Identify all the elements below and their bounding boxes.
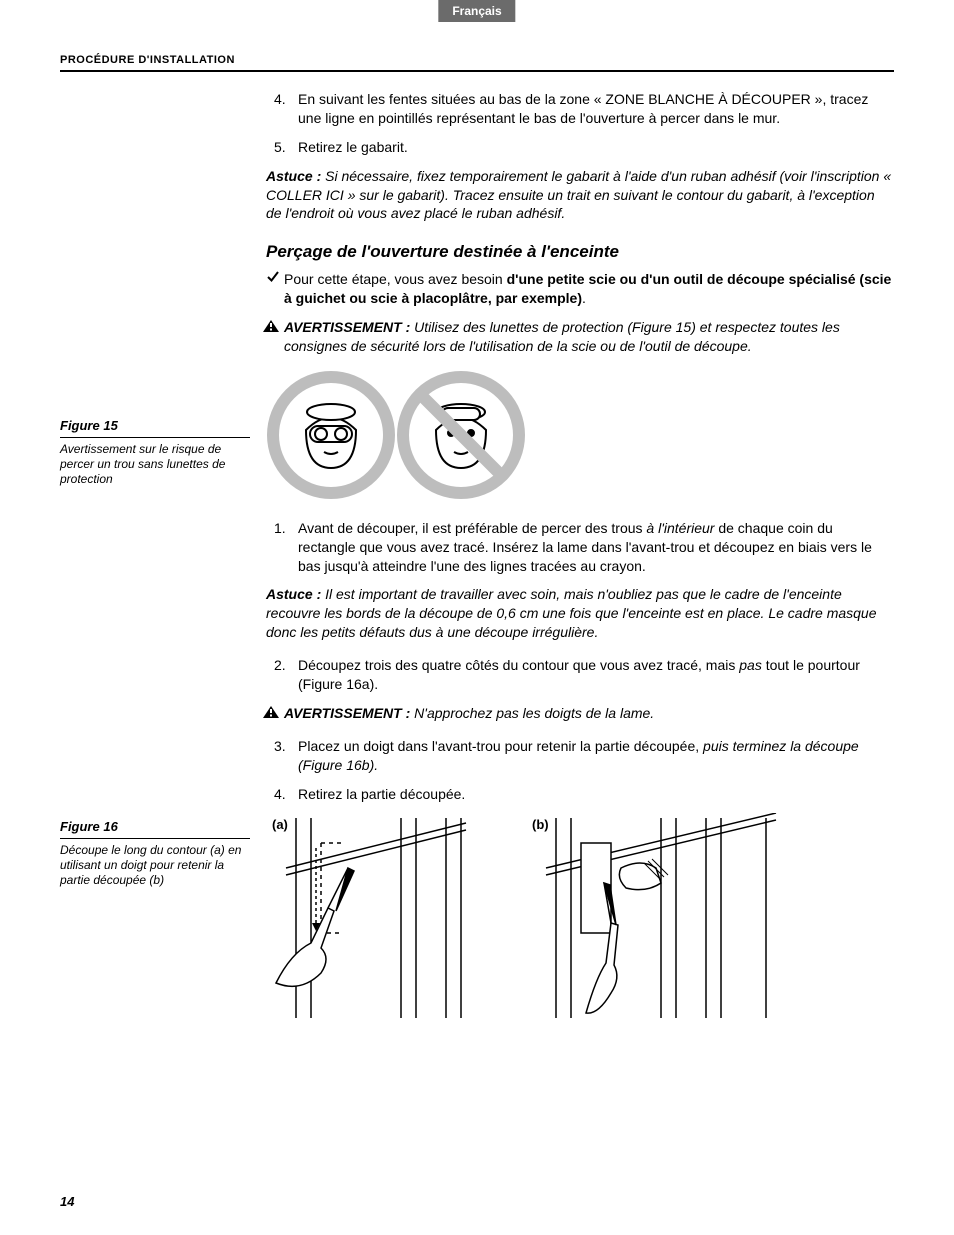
- fig16-label-b: (b): [532, 817, 549, 832]
- steps-list-top: 4. En suivant les fentes situées au bas …: [266, 90, 894, 157]
- page: Français Procédure d'installation Figure…: [0, 0, 954, 1235]
- step-5: 5. Retirez le gabarit.: [298, 138, 894, 157]
- figure-15-block: Figure 15 Avertissement sur le risque de…: [60, 418, 250, 487]
- figure-15-image: [266, 370, 894, 505]
- step-4-text: En suivant les fentes situées au bas de …: [298, 91, 868, 126]
- section-header-text: Procédure d'installation: [60, 54, 235, 66]
- checklist-post: .: [582, 290, 586, 306]
- figure-16-title: Figure 16: [60, 819, 250, 834]
- step-p3-number: 3.: [274, 737, 286, 756]
- step-p2-number: 2.: [274, 656, 286, 675]
- step-4: 4. En suivant les fentes situées au bas …: [298, 90, 894, 128]
- figure-16-image: (a): [266, 813, 894, 1028]
- warning-2-label: AVERTISSEMENT :: [284, 705, 410, 721]
- warning-1-label: AVERTISSEMENT :: [284, 319, 410, 335]
- checklist-pre: Pour cette étape, vous avez besoin: [284, 271, 507, 287]
- step-5-text: Retirez le gabarit.: [298, 139, 408, 155]
- step-p1-number: 1.: [274, 519, 286, 538]
- content-grid: Figure 15 Avertissement sur le risque de…: [60, 90, 894, 1028]
- warning-icon: [262, 705, 280, 719]
- step-5-number: 5.: [274, 138, 286, 157]
- check-icon: [266, 270, 280, 289]
- step-p3: 3. Placez un doigt dans l'avant-trou pou…: [298, 737, 894, 775]
- warning-2-body: N'approchez pas les doigts de la lame.: [410, 705, 654, 721]
- tip-1: Astuce : Si nécessaire, fixez temporaire…: [266, 167, 894, 224]
- steps-list-bottom: 3. Placez un doigt dans l'avant-trou pou…: [266, 737, 894, 804]
- step-p4-number: 4.: [274, 785, 286, 804]
- step-p2: 2. Découpez trois des quatre côtés du co…: [298, 656, 894, 694]
- figure-16-caption: Découpe le long du contour (a) en utilis…: [60, 838, 250, 888]
- step-p2-pre: Découpez trois des quatre côtés du conto…: [298, 657, 739, 673]
- step-p2-italic: pas: [739, 657, 762, 673]
- warning-1: AVERTISSEMENT : Utilisez des lunettes de…: [266, 318, 894, 356]
- figure-16-block: Figure 16 Découpe le long du contour (a)…: [60, 819, 250, 888]
- right-column: 4. En suivant les fentes situées au bas …: [266, 90, 894, 1028]
- warning-2: AVERTISSEMENT : N'approchez pas les doig…: [266, 704, 894, 723]
- spacer: [60, 487, 250, 819]
- checklist-row: Pour cette étape, vous avez besoin d'une…: [266, 270, 894, 308]
- step-p4: 4. Retirez la partie découpée.: [298, 785, 894, 804]
- fig16-label-a: (a): [272, 817, 288, 832]
- figure-15-title: Figure 15: [60, 418, 250, 433]
- step-p1-italic: à l'intérieur: [646, 520, 714, 536]
- step-p1: 1. Avant de découper, il est préférable …: [298, 519, 894, 576]
- warning-icon: [262, 319, 280, 333]
- tip-2-label: Astuce :: [266, 586, 321, 602]
- steps-list-mid: 1. Avant de découper, il est préférable …: [266, 519, 894, 576]
- step-p3-pre: Placez un doigt dans l'avant-trou pour r…: [298, 738, 703, 754]
- tip-1-body: Si nécessaire, fixez temporairement le g…: [266, 168, 891, 222]
- tip-2: Astuce : Il est important de travailler …: [266, 585, 894, 642]
- left-column: Figure 15 Avertissement sur le risque de…: [60, 90, 250, 1028]
- subsection-title: Perçage de l'ouverture destinée à l'ence…: [266, 241, 894, 264]
- tip-1-label: Astuce :: [266, 168, 321, 184]
- figure-15-caption: Avertissement sur le risque de percer un…: [60, 437, 250, 487]
- tip-2-body: Il est important de travailler avec soin…: [266, 586, 877, 640]
- step-p1-pre: Avant de découper, il est préférable de …: [298, 520, 646, 536]
- page-number: 14: [60, 1194, 74, 1209]
- spacer: [60, 90, 250, 418]
- step-p4-text: Retirez la partie découpée.: [298, 786, 465, 802]
- step-4-number: 4.: [274, 90, 286, 109]
- language-tab: Français: [438, 0, 515, 22]
- steps-list-mid2: 2. Découpez trois des quatre côtés du co…: [266, 656, 894, 694]
